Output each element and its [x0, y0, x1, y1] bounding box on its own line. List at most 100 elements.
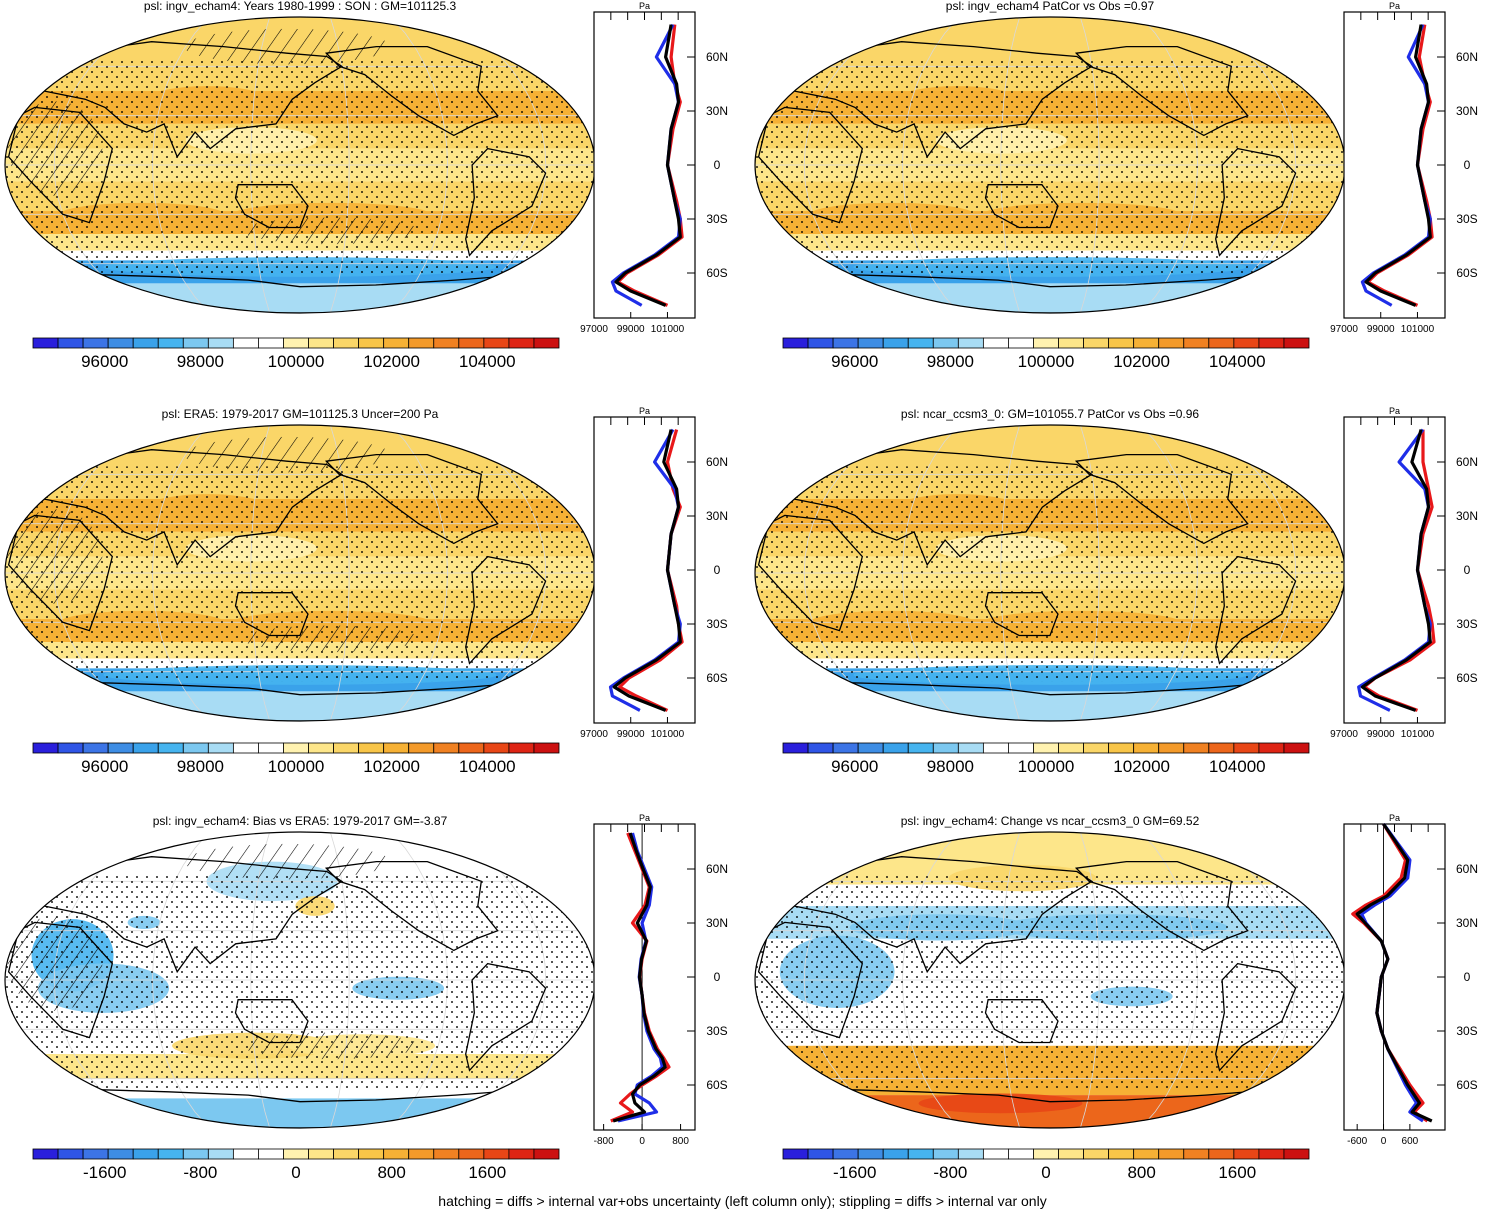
colorbar-cell	[1233, 1148, 1260, 1160]
colorbar-tick-label: 800	[1127, 1163, 1155, 1182]
coastline-north-america	[1074, 45, 1249, 137]
colorbar-cell	[1033, 337, 1059, 349]
colorbar-cell	[383, 742, 410, 754]
colorbar-cell	[1183, 742, 1210, 754]
colorbar-tick-label: -800	[933, 1163, 967, 1182]
colorbar-cell	[1033, 742, 1059, 754]
profile-x-label: -800	[594, 1136, 614, 1147]
colorbar-cell	[1158, 1148, 1185, 1160]
profile-lat-label: 0	[1464, 563, 1471, 577]
colorbar-cell	[533, 1148, 560, 1160]
hatching	[7, 916, 103, 1011]
colorbar-tick-label: 96000	[81, 352, 128, 371]
coastline-asia-eurasia	[43, 41, 344, 159]
colorbar-cell	[957, 1148, 984, 1160]
profile-lat-label: 60N	[706, 455, 728, 469]
colorbar-cell	[1008, 742, 1034, 754]
profile-frame	[593, 11, 696, 319]
colorbar-tick-label: 1600	[468, 1163, 506, 1182]
colorbar-cell	[1258, 1148, 1285, 1160]
coastline-south-america	[465, 147, 547, 257]
coastline-africa	[7, 514, 114, 632]
colorbar-cell	[1283, 337, 1310, 349]
colorbar-cell	[907, 337, 934, 349]
profile-lat-label: 0	[714, 563, 721, 577]
colorbar-cell	[1133, 742, 1160, 754]
colorbar-cell	[232, 1148, 259, 1160]
colorbar-cell	[857, 742, 884, 754]
profile-lat-label: 60S	[706, 671, 727, 685]
colorbar-cell	[1183, 337, 1210, 349]
coastline-south-america	[465, 555, 547, 665]
lat-band	[755, 691, 1345, 721]
colorbar-cell	[358, 742, 385, 754]
coastline-south-america	[1215, 962, 1297, 1072]
panel-3: psl: ERA5: 1979-2017 GM=101125.3 Uncer=2…	[4, 406, 728, 776]
profile-frame	[1343, 11, 1446, 319]
lat-band	[755, 283, 1345, 313]
panel-5: psl: ingv_echam4: Bias vs ERA5: 1979-201…	[4, 813, 728, 1182]
colorbar-cell	[157, 742, 184, 754]
colorbar-cell	[1033, 1148, 1059, 1160]
colorbar-cell	[782, 742, 809, 754]
colorbar-cell	[832, 1148, 859, 1160]
profile-lat-label: 60N	[1456, 50, 1478, 64]
coastline-antarctica	[56, 272, 544, 313]
colorbar-cell	[82, 742, 109, 754]
profile-units: Pa	[639, 406, 650, 416]
colorbar-cell	[182, 1148, 209, 1160]
profile-frame	[593, 416, 696, 724]
profile-lat-label: 30N	[1456, 916, 1478, 930]
colorbar-cell	[807, 1148, 834, 1160]
profile-lat-label: 30N	[706, 916, 728, 930]
colorbar-cell	[932, 337, 959, 349]
colorbar-cell	[932, 742, 959, 754]
colorbar-tick-label: 100000	[268, 757, 325, 776]
profile-x-label: 800	[672, 1136, 689, 1147]
colorbar-cell	[182, 742, 209, 754]
colorbar-cell	[483, 1148, 510, 1160]
profile-line-ref	[612, 832, 667, 1123]
colorbar-cell	[857, 337, 884, 349]
colorbar-cell	[107, 1148, 134, 1160]
colorbar-cell	[1258, 337, 1285, 349]
colorbar-cell	[1233, 337, 1260, 349]
colorbar-cell	[1083, 337, 1110, 349]
coastline-australia	[984, 999, 1059, 1044]
stippling	[755, 58, 1345, 274]
colorbar-cell	[907, 742, 934, 754]
colorbar-cell	[283, 337, 309, 349]
colorbar-cell	[32, 742, 59, 754]
hatching	[242, 1032, 420, 1060]
coastline-australia	[984, 184, 1059, 229]
colorbar-cell	[957, 337, 984, 349]
profile-line-ref	[612, 429, 682, 712]
colorbar-cell	[807, 337, 834, 349]
coastline-africa	[757, 921, 864, 1039]
colorbar-cell	[308, 742, 334, 754]
profile-units: Pa	[639, 1, 650, 11]
profile-lat-label: 30S	[1456, 1024, 1477, 1038]
colorbar-tick-label: 98000	[177, 757, 224, 776]
colorbar-cell	[782, 337, 809, 349]
colorbar-tick-label: 0	[1041, 1163, 1050, 1182]
colorbar-cell	[458, 1148, 485, 1160]
panel-4: psl: ncar_ccsm3_0: GM=101055.7 PatCor vs…	[754, 406, 1478, 776]
profile-frame	[1343, 416, 1446, 724]
profile-lat-label: 0	[1464, 970, 1471, 984]
colorbar-cell	[232, 742, 259, 754]
colorbar-cell	[1208, 337, 1235, 349]
hatching	[7, 509, 103, 604]
profile-lat-label: 60S	[1456, 1078, 1477, 1092]
colorbar-cell	[1208, 1148, 1235, 1160]
colorbar-cell	[383, 337, 410, 349]
colorbar-cell	[333, 742, 360, 754]
colorbar-cell	[132, 337, 159, 349]
lat-band	[5, 691, 595, 721]
colorbar-cell	[32, 337, 59, 349]
anomaly-blob	[918, 1093, 1083, 1114]
colorbar-tick-label: 102000	[1113, 352, 1170, 371]
colorbar-cell	[132, 742, 159, 754]
profile-line-ref	[1355, 823, 1433, 1123]
